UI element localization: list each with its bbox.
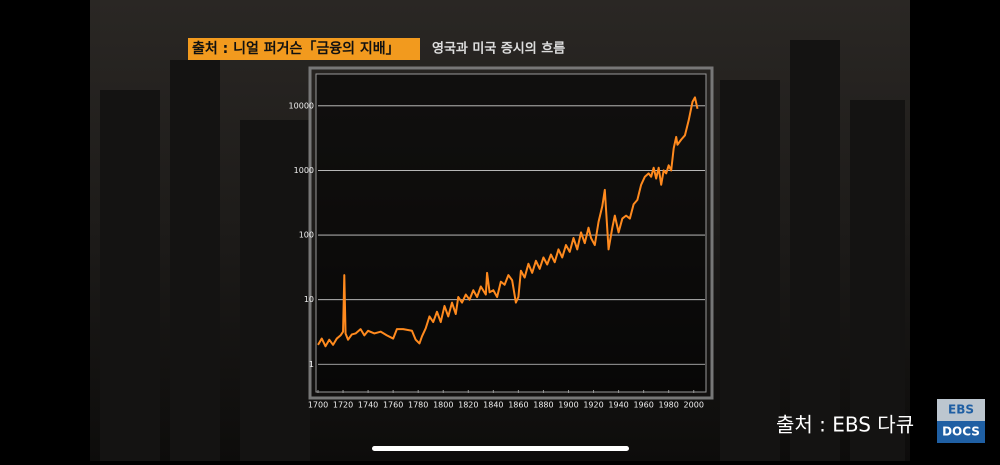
logo-bottom-bg (937, 421, 985, 443)
x-tick-label: 1700 (308, 401, 328, 410)
y-tick-label: 100 (299, 231, 314, 240)
x-tick-label: 1940 (608, 401, 628, 410)
x-tick-label: 1780 (408, 401, 428, 410)
logo-bottom: DOCS (942, 425, 980, 439)
source-label-bg (188, 38, 420, 60)
chart-title: 영국과 미국 증시의 흐름 (432, 41, 565, 57)
x-tick-label: 1820 (458, 401, 478, 410)
x-tick-label: 1740 (358, 401, 378, 410)
x-tick-label: 1980 (658, 401, 678, 410)
y-tick-label: 10 (304, 295, 314, 304)
x-tick-label: 1720 (333, 401, 353, 410)
line-series (317, 96, 699, 348)
y-tick-label: 1000 (294, 166, 314, 175)
logo-top-bg (937, 399, 985, 421)
x-tick-label: 1960 (633, 401, 653, 410)
home-indicator[interactable] (372, 446, 629, 451)
x-tick-label: 1800 (433, 401, 453, 410)
x-tick-label: 1860 (508, 401, 528, 410)
video-caption: 출처 : EBS 다큐 (776, 413, 914, 437)
x-tick-label: 1880 (533, 401, 553, 410)
y-tick-label: 10000 (289, 101, 314, 110)
source-label: 출처 : 니얼 퍼거슨「금융의 지배」 (192, 40, 400, 57)
logo-top: EBS (948, 403, 974, 417)
chart-frame (308, 66, 714, 400)
plot-area (315, 73, 707, 393)
x-tick-label: 1840 (483, 401, 503, 410)
y-tick-label: 1 (309, 360, 314, 369)
x-tick-label: 1920 (583, 401, 603, 410)
x-tick-label: 1900 (558, 401, 578, 410)
x-tick-label: 2000 (684, 401, 704, 410)
city-silhouette (100, 40, 905, 461)
x-tick-label: 1760 (383, 401, 403, 410)
